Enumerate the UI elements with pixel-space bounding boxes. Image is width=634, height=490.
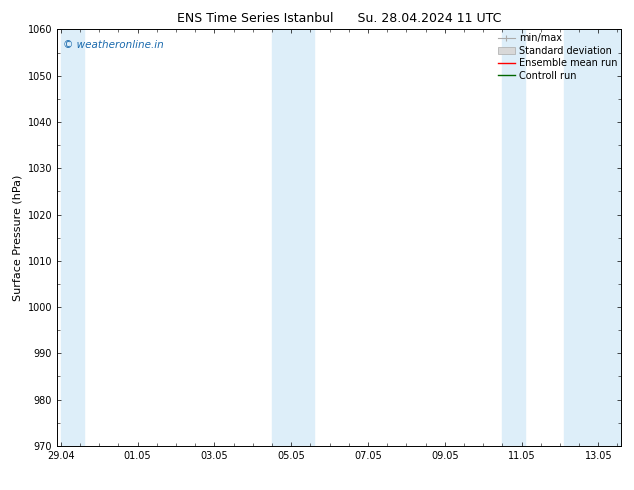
Y-axis label: Surface Pressure (hPa): Surface Pressure (hPa) [12,174,22,301]
Text: © weatheronline.in: © weatheronline.in [63,40,164,50]
Bar [564,29,621,446]
Bar [502,29,526,446]
Bar [61,29,84,446]
Title: ENS Time Series Istanbul      Su. 28.04.2024 11 UTC: ENS Time Series Istanbul Su. 28.04.2024 … [177,12,501,25]
Legend: min/max, Standard deviation, Ensemble mean run, Controll run: min/max, Standard deviation, Ensemble me… [496,31,619,82]
Bar [272,29,314,446]
